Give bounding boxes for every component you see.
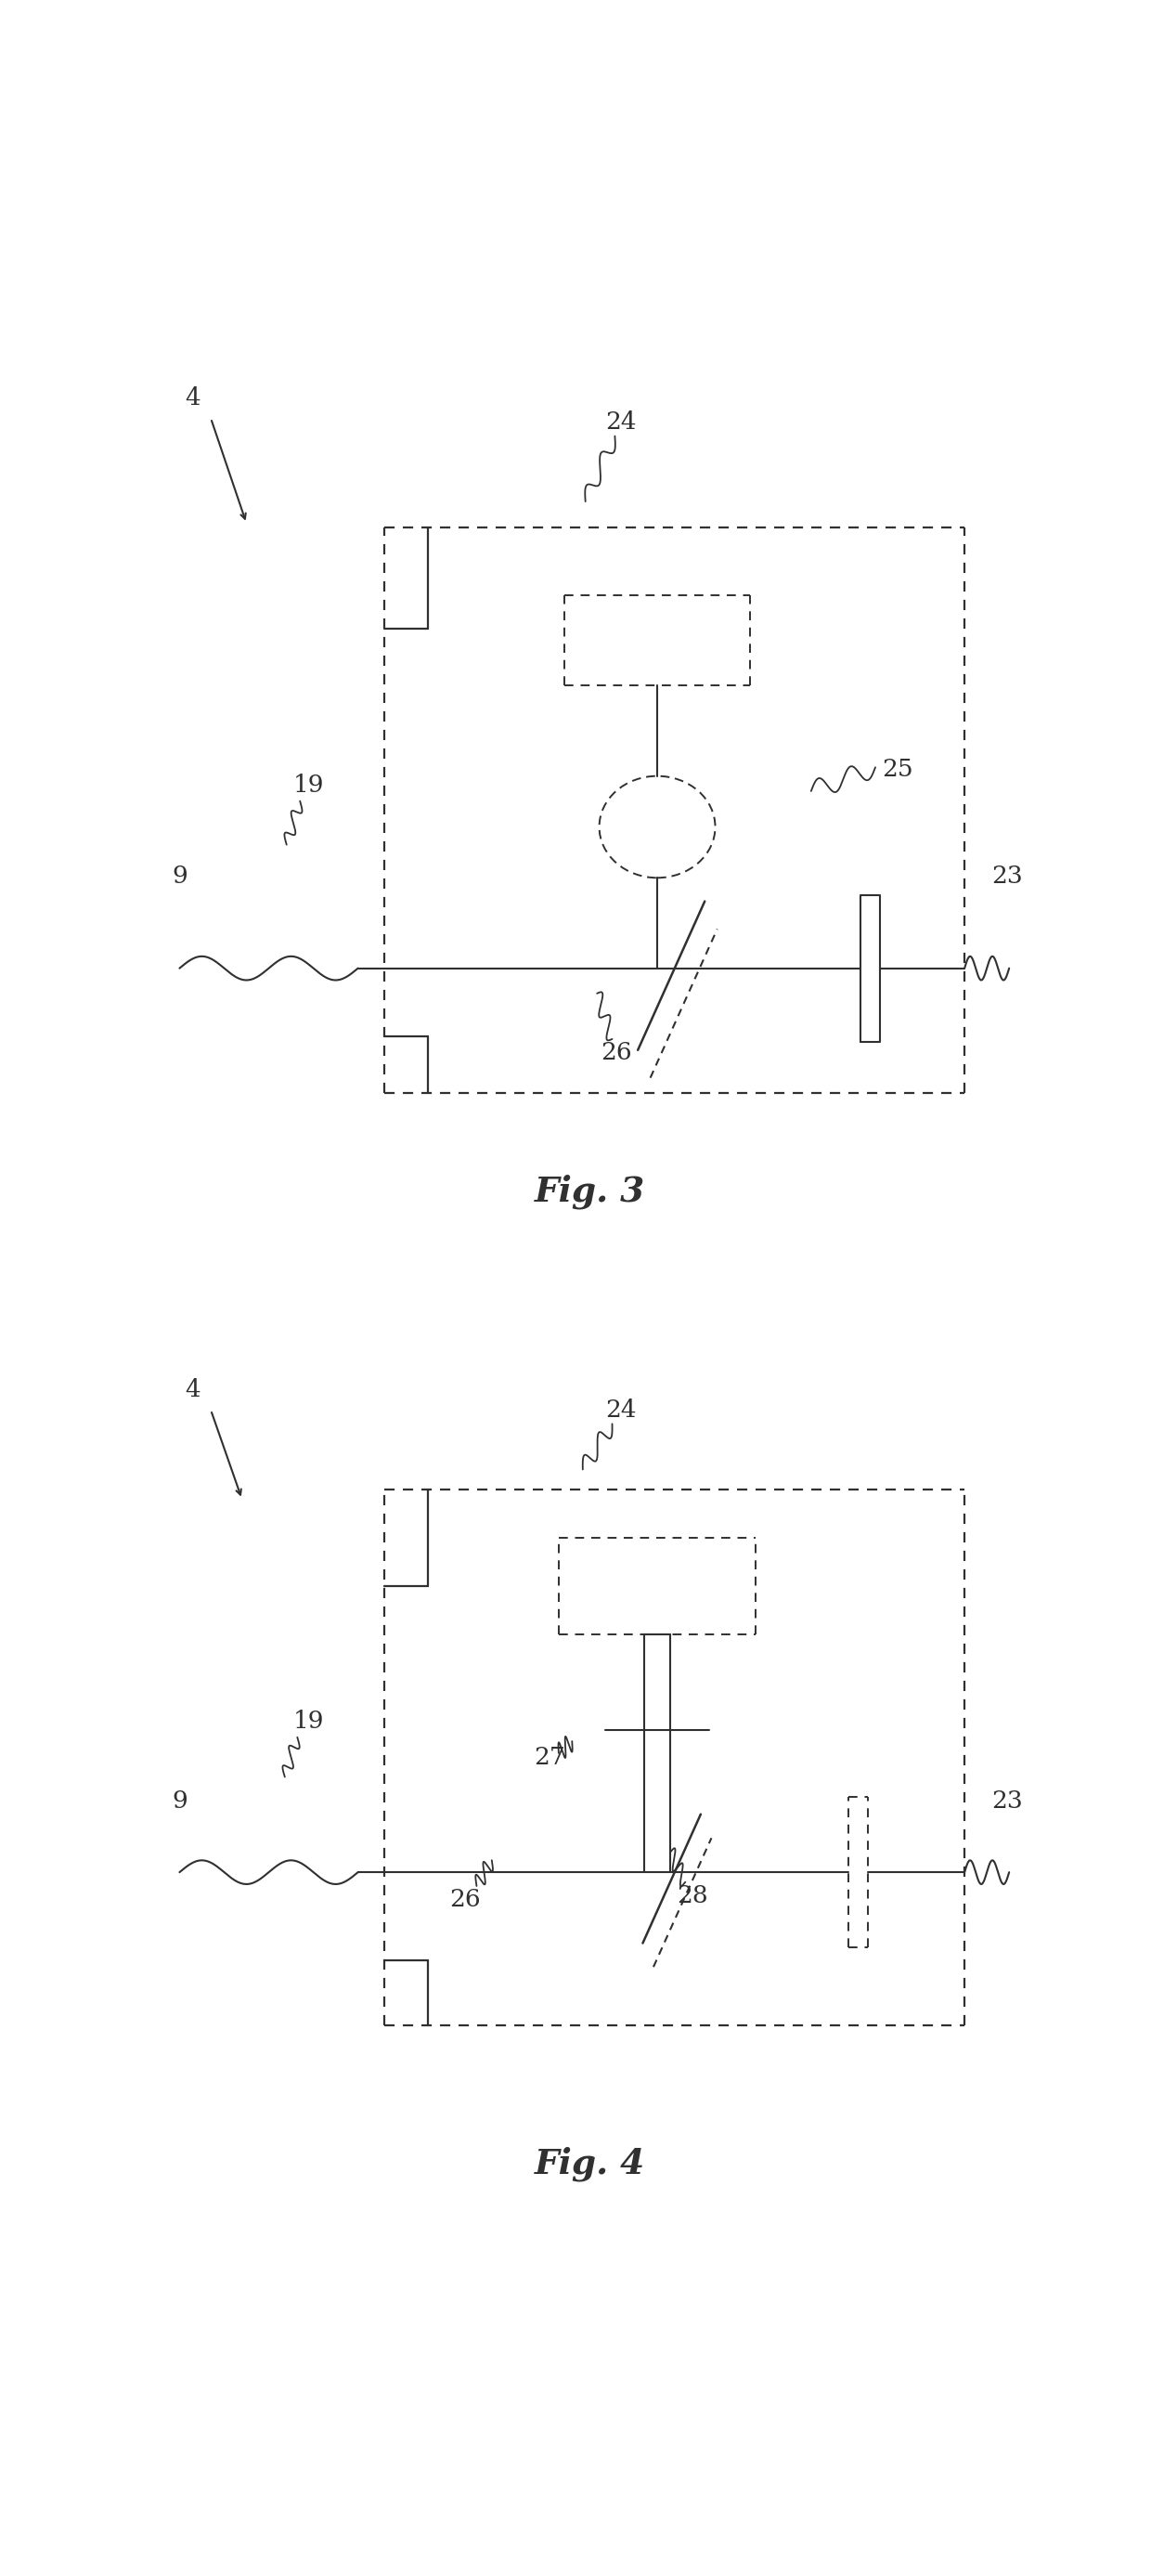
Text: 19: 19 bbox=[294, 773, 325, 796]
Text: 23: 23 bbox=[992, 866, 1023, 889]
Text: 26: 26 bbox=[449, 1888, 481, 1911]
Text: 23: 23 bbox=[992, 1790, 1023, 1814]
Text: 4: 4 bbox=[185, 386, 200, 410]
Text: 9: 9 bbox=[171, 866, 188, 889]
Text: 25: 25 bbox=[882, 757, 913, 781]
Text: 26: 26 bbox=[601, 1041, 632, 1064]
Text: Fig. 3: Fig. 3 bbox=[534, 1175, 646, 1208]
Text: 24: 24 bbox=[605, 1399, 637, 1422]
Text: 27: 27 bbox=[534, 1747, 565, 1770]
Text: 24: 24 bbox=[605, 410, 637, 433]
Text: 28: 28 bbox=[677, 1883, 708, 1909]
Text: Fig. 4: Fig. 4 bbox=[534, 2146, 646, 2182]
Text: 4: 4 bbox=[185, 1378, 200, 1401]
Text: 19: 19 bbox=[294, 1710, 325, 1734]
Text: 9: 9 bbox=[171, 1790, 188, 1814]
